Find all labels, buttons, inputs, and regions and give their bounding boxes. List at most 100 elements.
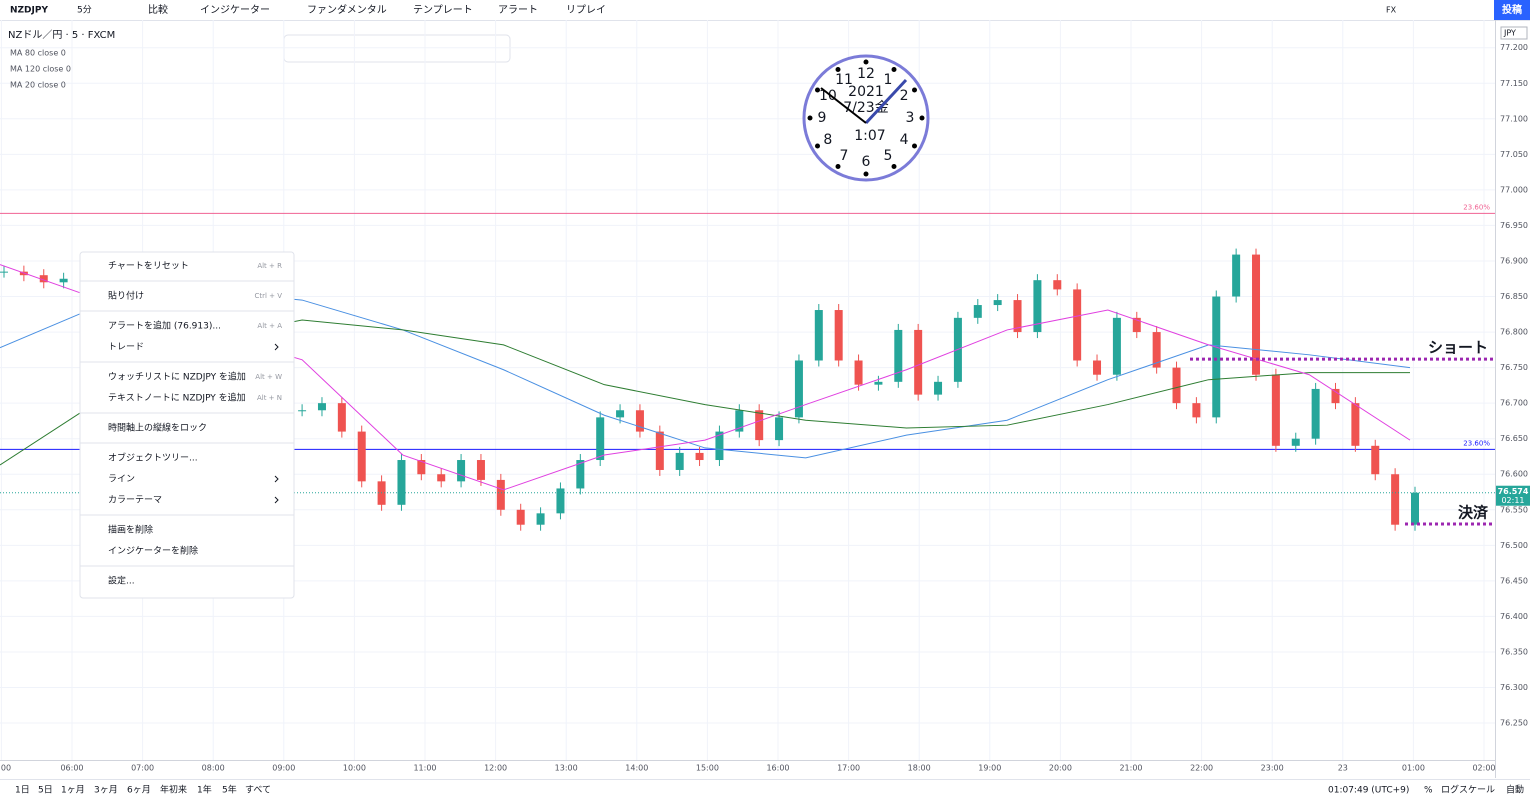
menu-shortcut: Alt + W — [255, 373, 282, 381]
candle — [1391, 474, 1400, 525]
x-tick-label: 16:00 — [766, 764, 789, 773]
candle — [1311, 388, 1320, 439]
currency-box[interactable] — [1500, 26, 1528, 40]
clock-number: 10 — [819, 88, 837, 104]
menu-item[interactable]: ウォッチリストに NZDJPY を追加 — [108, 371, 246, 383]
menu-shortcut: Ctrl + V — [254, 292, 282, 300]
menu-item[interactable]: オブジェクトツリー... — [108, 452, 198, 464]
fx[interactable]: FX — [1386, 6, 1397, 15]
countdown: 02:11 — [1501, 496, 1524, 505]
menu-item[interactable]: アラートを追加 (76.913)... — [108, 320, 221, 332]
x-tick-label: 01:00 — [1402, 764, 1425, 773]
range-button[interactable]: 5日 — [38, 785, 53, 796]
currency: JPY — [1503, 29, 1516, 38]
drawing-toolbar[interactable] — [283, 34, 511, 63]
range-button[interactable]: 1年 — [197, 784, 212, 796]
clock-dot — [835, 163, 841, 169]
range-button[interactable]: 6ヶ月 — [127, 785, 151, 796]
candle — [317, 403, 326, 411]
range-button[interactable]: 1ヶ月 — [61, 785, 85, 796]
clock-number: 1 — [884, 72, 893, 88]
candle — [775, 417, 784, 441]
menu-item[interactable]: トレード — [108, 343, 144, 353]
clock-dot — [815, 87, 821, 93]
candle — [1212, 296, 1221, 418]
scale-button[interactable]: ログスケール — [1441, 784, 1495, 796]
range-button[interactable]: 1日 — [15, 785, 30, 796]
menu-item[interactable]: カラーテーマ — [108, 495, 162, 506]
submenu-arrow — [274, 496, 279, 504]
indicator-label: MA 80 close 0 — [10, 49, 66, 58]
clock-year: 2021 — [848, 84, 884, 100]
y-tick-label: 76.600 — [1500, 470, 1528, 479]
clock-face — [802, 54, 930, 182]
toolbar-item[interactable]: リプレイ — [566, 4, 606, 16]
candle — [1073, 289, 1082, 361]
x-tick-label: 21:00 — [1119, 764, 1142, 773]
x-tick-label: 08:00 — [202, 764, 225, 773]
interval[interactable]: 5分 — [77, 5, 92, 16]
menu-item[interactable]: チャートをリセット — [108, 261, 189, 272]
menu-item[interactable]: 描画を削除 — [108, 524, 153, 536]
clock-number: 4 — [900, 132, 909, 148]
y-tick-label: 76.550 — [1500, 505, 1528, 514]
candle — [1232, 254, 1241, 297]
menu-item[interactable]: 貼り付け — [108, 290, 144, 302]
candle — [1033, 280, 1042, 333]
candle — [1093, 360, 1102, 375]
clock-hand — [864, 78, 908, 125]
y-tick-label: 76.900 — [1500, 256, 1528, 265]
candle — [476, 460, 485, 480]
candle — [675, 452, 684, 470]
candle — [1132, 317, 1141, 333]
range-button[interactable]: 3ヶ月 — [94, 785, 118, 796]
toolbar-item[interactable]: テンプレート — [413, 4, 473, 16]
x-tick-label: 06:00 — [60, 764, 83, 773]
clock-dot — [863, 171, 869, 177]
y-tick-label: 76.700 — [1500, 399, 1528, 408]
clock-dot — [911, 143, 917, 149]
symbol[interactable]: NZDJPY — [10, 6, 48, 16]
y-tick-label: 77.050 — [1500, 150, 1528, 159]
annotation-text: ショート — [1428, 339, 1488, 357]
candle — [496, 479, 505, 510]
toolbar-item[interactable]: ファンダメンタル — [307, 3, 387, 16]
clock-number: 7 — [840, 148, 849, 164]
clock-number: 12 — [857, 66, 875, 82]
clock-number: 9 — [818, 110, 827, 126]
candle — [337, 403, 346, 432]
scale-button[interactable]: 自動 — [1506, 784, 1524, 796]
clock-dot — [807, 115, 813, 121]
toolbar-item[interactable]: アラート — [498, 4, 538, 16]
candle — [298, 410, 307, 412]
post[interactable]: 投稿 — [1502, 3, 1522, 16]
range-button[interactable]: 年初来 — [160, 784, 187, 796]
menu-item[interactable]: インジケーターを削除 — [108, 545, 198, 557]
toolbar-item[interactable]: 比較 — [148, 3, 168, 16]
toolbar-bg — [0, 0, 1530, 20]
x-tick-label: 00 — [1, 764, 11, 773]
y-tick-label: 76.850 — [1500, 292, 1528, 301]
menu-item[interactable]: 時間軸上の縦線をロック — [108, 422, 207, 434]
menu-item[interactable]: テキストノートに NZDJPY を追加 — [108, 392, 246, 404]
submenu-arrow — [274, 343, 279, 351]
candle — [1192, 403, 1201, 418]
toolbar-item[interactable]: インジケーター — [200, 4, 270, 16]
menu-item[interactable]: ライン — [108, 474, 135, 485]
range-button[interactable]: すべて — [245, 785, 271, 796]
x-tick-label: 23 — [1338, 764, 1348, 773]
legend-title: NZドル／円 · 5 · FXCM — [8, 29, 115, 41]
range-button[interactable]: 5年 — [222, 784, 237, 796]
x-tick-label: 23:00 — [1261, 764, 1284, 773]
candle — [993, 300, 1002, 306]
post-button-bg[interactable] — [1494, 0, 1530, 20]
y-tick-label: 76.800 — [1500, 328, 1528, 337]
y-tick-label: 77.000 — [1500, 185, 1528, 194]
indicator-label: MA 120 close 0 — [10, 65, 71, 74]
y-tick-label: 77.100 — [1500, 114, 1528, 123]
menu-item[interactable]: 設定... — [108, 575, 135, 587]
candle — [1053, 280, 1062, 290]
scale-button[interactable]: % — [1424, 786, 1433, 796]
